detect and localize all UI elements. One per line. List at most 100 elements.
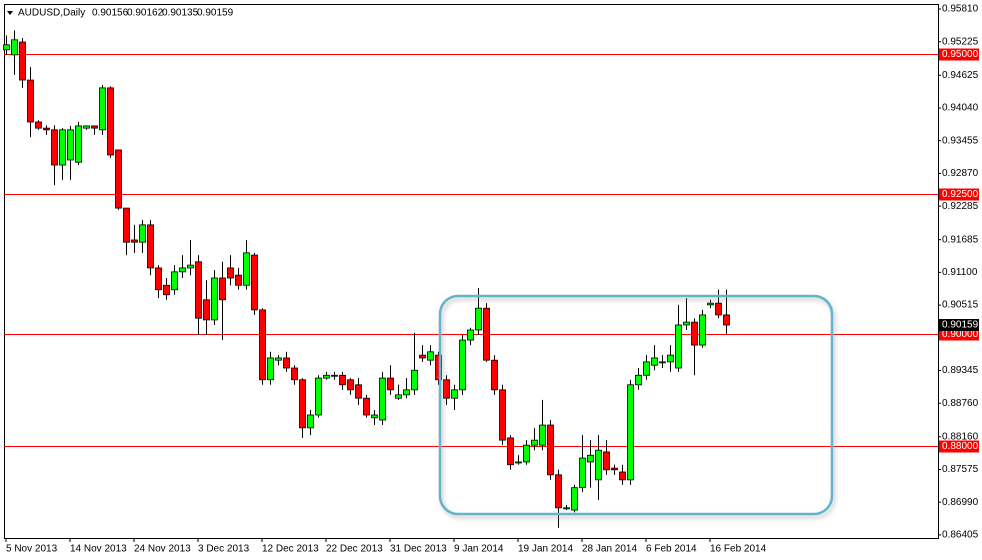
candle-body bbox=[571, 487, 578, 511]
candle-body bbox=[459, 339, 466, 391]
y-tick-label: 0.86990 bbox=[942, 497, 979, 508]
candle-body bbox=[443, 379, 450, 399]
x-tick-label: 19 Jan 2014 bbox=[518, 544, 573, 555]
candle-body bbox=[11, 39, 18, 56]
header-high: 0.90162 bbox=[127, 8, 164, 19]
candle-body bbox=[323, 374, 330, 379]
level-label: 0.88000 bbox=[942, 441, 979, 452]
y-tick-label: 0.92285 bbox=[942, 201, 979, 212]
candle-body bbox=[259, 309, 266, 381]
candle-body bbox=[115, 149, 122, 209]
candle-body bbox=[435, 354, 442, 381]
candle-body bbox=[339, 374, 346, 386]
y-tick-label: 0.88160 bbox=[942, 431, 979, 442]
candle-body bbox=[51, 129, 58, 166]
candle-body bbox=[123, 207, 130, 243]
candle-body bbox=[131, 239, 138, 243]
candle-body bbox=[371, 414, 378, 419]
level-label-bg bbox=[939, 188, 979, 201]
candle-body bbox=[635, 374, 642, 386]
candle-body bbox=[699, 314, 706, 346]
candle-body bbox=[291, 367, 298, 381]
menu-arrow[interactable] bbox=[7, 11, 13, 15]
candle-body bbox=[211, 277, 218, 321]
candle-body bbox=[35, 121, 42, 129]
x-tick-label: 3 Dec 2013 bbox=[198, 544, 250, 555]
candle-body bbox=[347, 379, 354, 391]
candle-body bbox=[155, 267, 162, 291]
candle-body bbox=[611, 467, 618, 471]
marks bbox=[3, 30, 938, 528]
level-label-bg bbox=[939, 440, 979, 453]
x-tick-label: 24 Nov 2013 bbox=[134, 544, 191, 555]
candle-body bbox=[643, 361, 650, 376]
candle-body bbox=[139, 224, 146, 243]
header-open: 0.90156 bbox=[92, 8, 129, 19]
candle-body bbox=[563, 507, 570, 510]
x-tick-label: 16 Feb 2014 bbox=[710, 544, 767, 555]
candle-body bbox=[267, 357, 274, 381]
candle-body bbox=[251, 254, 258, 311]
candle-body bbox=[227, 267, 234, 279]
candle-body bbox=[3, 44, 10, 51]
candle-body bbox=[595, 449, 602, 481]
candle-body bbox=[427, 351, 434, 361]
candle-body bbox=[483, 307, 490, 361]
candle-body bbox=[419, 354, 426, 359]
y-tick-label: 0.94040 bbox=[942, 103, 979, 114]
x-tick-label: 5 Nov 2013 bbox=[6, 544, 58, 555]
candle-body bbox=[75, 125, 82, 163]
candle-body bbox=[83, 125, 90, 129]
candle-body bbox=[275, 357, 282, 361]
candle-body bbox=[99, 87, 106, 131]
candle-body bbox=[187, 264, 194, 269]
last-price-bg bbox=[939, 319, 979, 332]
candle-body bbox=[299, 379, 306, 429]
level-label: 0.92500 bbox=[942, 189, 979, 200]
candle-body bbox=[379, 377, 386, 421]
y-tick-label: 0.92870 bbox=[942, 168, 979, 179]
x-tick-label: 9 Jan 2014 bbox=[454, 544, 504, 555]
candle-body bbox=[67, 129, 74, 161]
candle-body bbox=[491, 359, 498, 391]
candle-body bbox=[411, 369, 418, 391]
level-label-bg bbox=[939, 328, 979, 341]
candle-body bbox=[59, 129, 66, 166]
candle-body bbox=[195, 261, 202, 319]
candle-body bbox=[403, 389, 410, 396]
candle-body bbox=[235, 274, 242, 286]
candle-body bbox=[579, 457, 586, 489]
symbol: AUDUSD,Daily bbox=[18, 8, 85, 19]
y-tick-label: 0.86405 bbox=[942, 530, 979, 541]
candle-body bbox=[147, 224, 154, 269]
candle-body bbox=[315, 377, 322, 416]
candle-body bbox=[499, 389, 506, 441]
y-tick-label: 0.91100 bbox=[942, 267, 978, 278]
candle-body bbox=[283, 357, 290, 369]
x-tick-label: 12 Dec 2013 bbox=[262, 544, 319, 555]
candle-body bbox=[203, 299, 210, 321]
candle-body bbox=[651, 357, 658, 366]
y-tick-label: 0.91685 bbox=[942, 234, 979, 245]
candle-body bbox=[307, 414, 314, 429]
candle-body bbox=[451, 389, 458, 399]
highlight-box bbox=[438, 294, 834, 516]
x-tick-label: 14 Nov 2013 bbox=[70, 544, 127, 555]
candle-body bbox=[707, 302, 714, 306]
candle-body bbox=[523, 444, 530, 463]
candle-body bbox=[555, 474, 562, 509]
y-tick-label: 0.88760 bbox=[942, 398, 979, 409]
candle-body bbox=[587, 454, 594, 463]
candle-body bbox=[107, 87, 114, 156]
candle-body bbox=[43, 127, 50, 131]
candle-body bbox=[531, 439, 538, 446]
plot-frame bbox=[4, 4, 939, 539]
candle-body bbox=[219, 277, 226, 301]
y-tick-label: 0.95810 bbox=[942, 4, 979, 15]
level-label: 0.90000 bbox=[942, 329, 979, 340]
x-tick-label: 28 Jan 2014 bbox=[582, 544, 637, 555]
y-tick-label: 0.94625 bbox=[942, 70, 979, 81]
header-low: 0.90135 bbox=[162, 8, 199, 19]
